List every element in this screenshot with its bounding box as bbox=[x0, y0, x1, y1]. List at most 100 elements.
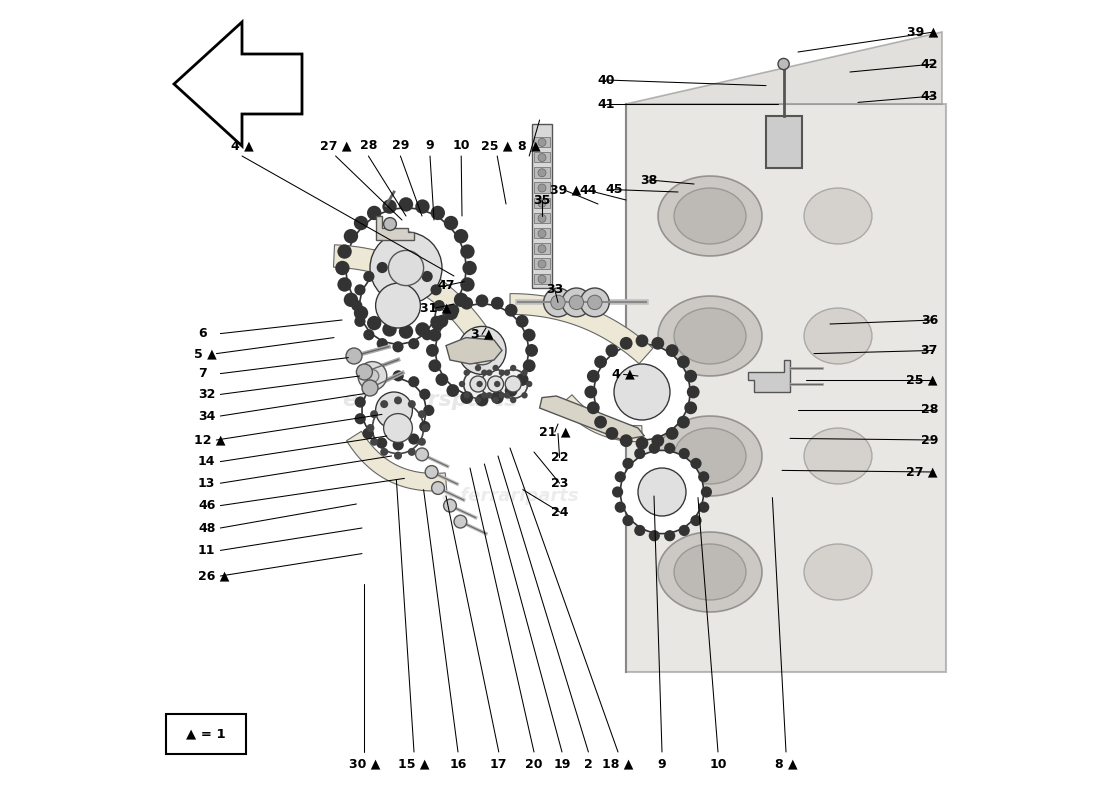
Circle shape bbox=[522, 359, 536, 372]
Circle shape bbox=[354, 397, 366, 408]
Circle shape bbox=[338, 244, 352, 258]
Text: 29: 29 bbox=[392, 139, 409, 152]
Circle shape bbox=[393, 258, 404, 270]
Text: 2: 2 bbox=[584, 758, 593, 770]
Text: 19: 19 bbox=[553, 758, 571, 770]
Circle shape bbox=[569, 295, 584, 310]
Circle shape bbox=[594, 355, 607, 368]
Circle shape bbox=[433, 300, 444, 311]
Circle shape bbox=[522, 329, 536, 342]
Bar bbox=[534, 228, 550, 238]
Polygon shape bbox=[626, 32, 942, 104]
Circle shape bbox=[636, 334, 648, 347]
Circle shape bbox=[538, 199, 546, 207]
Circle shape bbox=[375, 392, 412, 429]
Circle shape bbox=[430, 316, 446, 330]
Circle shape bbox=[443, 216, 459, 230]
Text: 20: 20 bbox=[526, 758, 542, 770]
Circle shape bbox=[778, 58, 789, 70]
Bar bbox=[626, 104, 946, 672]
Text: 24: 24 bbox=[551, 506, 569, 518]
Circle shape bbox=[605, 344, 618, 357]
Text: 37: 37 bbox=[921, 344, 938, 357]
Circle shape bbox=[510, 397, 516, 403]
Bar bbox=[534, 274, 550, 284]
Circle shape bbox=[623, 515, 634, 526]
Circle shape bbox=[516, 373, 528, 386]
Circle shape bbox=[428, 329, 441, 342]
Text: 4 ▲: 4 ▲ bbox=[613, 368, 635, 381]
Text: a ferrariparts: a ferrariparts bbox=[442, 487, 579, 505]
Text: 7: 7 bbox=[198, 367, 207, 380]
Circle shape bbox=[384, 218, 396, 230]
Circle shape bbox=[698, 471, 710, 482]
Text: 36: 36 bbox=[921, 314, 938, 326]
Circle shape bbox=[612, 486, 624, 498]
Circle shape bbox=[416, 448, 428, 461]
Bar bbox=[534, 258, 550, 269]
Polygon shape bbox=[748, 360, 790, 392]
Circle shape bbox=[538, 154, 546, 162]
Circle shape bbox=[651, 337, 664, 350]
Circle shape bbox=[394, 451, 402, 459]
Circle shape bbox=[354, 306, 368, 320]
Text: 27 ▲: 27 ▲ bbox=[320, 139, 351, 152]
Circle shape bbox=[430, 316, 442, 327]
Text: 31 ▲: 31 ▲ bbox=[420, 302, 451, 314]
Circle shape bbox=[430, 284, 442, 295]
Text: 10: 10 bbox=[710, 758, 727, 770]
Polygon shape bbox=[510, 294, 653, 364]
Ellipse shape bbox=[804, 188, 872, 244]
Circle shape bbox=[651, 434, 664, 447]
Text: 9: 9 bbox=[426, 139, 434, 152]
Text: 5 ▲: 5 ▲ bbox=[194, 347, 217, 360]
Circle shape bbox=[358, 362, 387, 390]
Text: 22: 22 bbox=[551, 451, 569, 464]
Circle shape bbox=[363, 271, 374, 282]
Ellipse shape bbox=[674, 544, 746, 600]
Text: 9: 9 bbox=[658, 758, 667, 770]
Text: 35: 35 bbox=[534, 194, 551, 206]
Circle shape bbox=[498, 392, 505, 398]
Circle shape bbox=[510, 365, 516, 371]
Text: 39 ▲: 39 ▲ bbox=[906, 26, 938, 38]
Circle shape bbox=[367, 206, 382, 220]
Ellipse shape bbox=[674, 308, 746, 364]
Circle shape bbox=[691, 515, 702, 526]
Circle shape bbox=[584, 386, 597, 398]
Circle shape bbox=[370, 410, 378, 418]
Text: 11: 11 bbox=[198, 544, 216, 557]
Circle shape bbox=[620, 450, 704, 534]
Circle shape bbox=[698, 502, 710, 513]
Circle shape bbox=[638, 468, 686, 516]
Circle shape bbox=[649, 530, 660, 542]
Ellipse shape bbox=[658, 416, 762, 496]
Text: 8 ▲: 8 ▲ bbox=[518, 139, 540, 152]
Circle shape bbox=[615, 502, 626, 513]
Circle shape bbox=[421, 329, 432, 340]
Circle shape bbox=[354, 284, 365, 295]
Polygon shape bbox=[375, 216, 414, 240]
Circle shape bbox=[443, 499, 456, 512]
Text: 47: 47 bbox=[438, 279, 454, 292]
Circle shape bbox=[408, 262, 419, 273]
Text: 28: 28 bbox=[360, 139, 377, 152]
Circle shape bbox=[362, 380, 378, 396]
Text: ▲ = 1: ▲ = 1 bbox=[186, 727, 225, 740]
Circle shape bbox=[393, 439, 404, 450]
Circle shape bbox=[525, 344, 538, 357]
Polygon shape bbox=[540, 396, 645, 440]
Circle shape bbox=[343, 229, 359, 243]
Circle shape bbox=[363, 329, 374, 340]
Circle shape bbox=[481, 392, 487, 398]
Circle shape bbox=[383, 199, 397, 214]
Circle shape bbox=[354, 316, 365, 327]
Bar bbox=[534, 182, 550, 193]
Circle shape bbox=[462, 261, 476, 275]
Bar bbox=[534, 213, 550, 223]
Circle shape bbox=[521, 392, 528, 398]
Circle shape bbox=[538, 275, 546, 283]
Circle shape bbox=[494, 381, 501, 387]
Circle shape bbox=[370, 232, 442, 304]
Ellipse shape bbox=[658, 176, 762, 256]
